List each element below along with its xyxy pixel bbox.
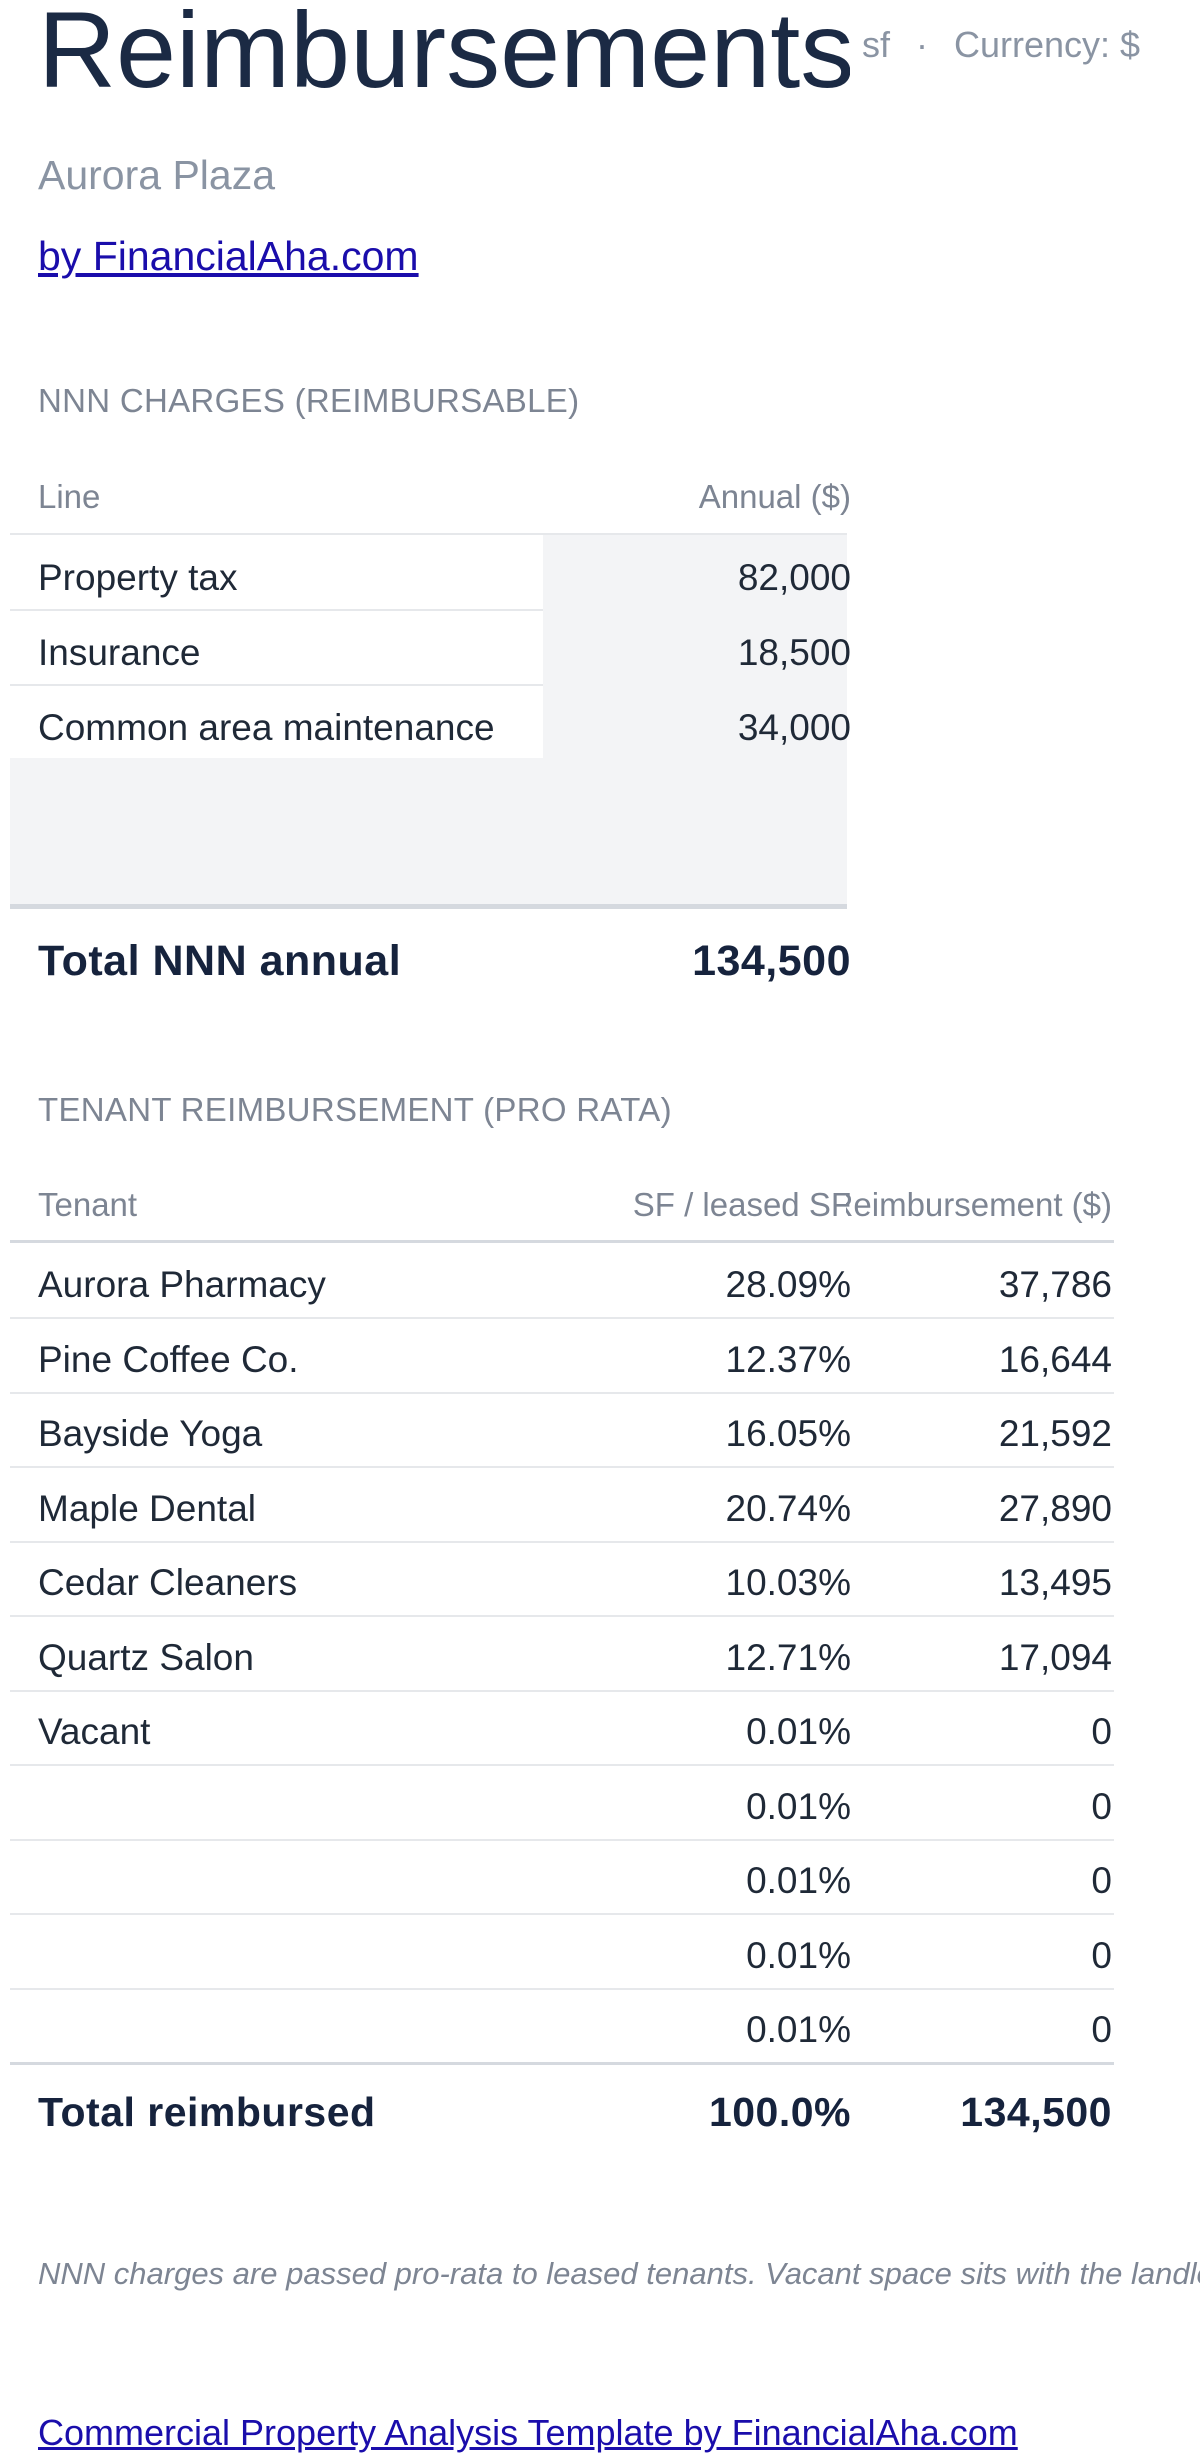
tenant-total-rule bbox=[10, 2062, 1114, 2065]
nnn-line-label: Property tax bbox=[38, 557, 238, 598]
tenant-share: 0.01% bbox=[746, 1860, 851, 1901]
tenant-total-share: 100.0% bbox=[708, 2089, 851, 2135]
tenant-reimbursement: 0 bbox=[1091, 2009, 1112, 2050]
tenant-col-name: Tenant bbox=[38, 1186, 138, 1223]
nnn-section-label: NNN CHARGES (REIMBURSABLE) bbox=[38, 382, 580, 419]
nnn-annual-value[interactable]: 82,000 bbox=[737, 557, 851, 598]
row-divider bbox=[10, 1615, 1114, 1617]
tenant-col-share: SF / leased SF bbox=[632, 1186, 851, 1223]
tenant-reimbursement: 0 bbox=[1091, 1711, 1112, 1752]
nnn-total-label: Total NNN annual bbox=[38, 937, 402, 985]
tenant-name: Quartz Salon bbox=[38, 1637, 254, 1678]
tenant-share: 28.09% bbox=[725, 1264, 852, 1305]
tenant-total-label: Total reimbursed bbox=[38, 2089, 376, 2135]
tenant-share: 0.01% bbox=[746, 1711, 851, 1752]
tenant-reimbursement: 37,786 bbox=[998, 1264, 1112, 1305]
unit-label: sf bbox=[862, 24, 891, 65]
tenant-section-label: TENANT REIMBURSEMENT (PRO RATA) bbox=[38, 1091, 672, 1128]
tenant-share: 12.37% bbox=[725, 1339, 852, 1380]
row-divider bbox=[10, 1839, 1114, 1841]
row-divider bbox=[10, 533, 847, 535]
row-divider bbox=[10, 609, 543, 611]
nnn-total-value: 134,500 bbox=[692, 937, 851, 985]
tenant-name: Pine Coffee Co. bbox=[38, 1339, 299, 1380]
nnn-line-label: Insurance bbox=[38, 632, 201, 673]
nnn-annual-value[interactable]: 18,500 bbox=[737, 632, 851, 673]
property-name: Aurora Plaza bbox=[38, 152, 276, 198]
nnn-annual-value[interactable]: 34,000 bbox=[737, 707, 851, 748]
nnn-col-line: Line bbox=[38, 478, 101, 515]
row-divider bbox=[10, 1690, 1114, 1692]
nnn-total-rule bbox=[10, 904, 847, 909]
tenant-reimbursement: 0 bbox=[1091, 1860, 1112, 1901]
row-divider bbox=[10, 684, 543, 686]
tenant-reimbursement: 13,495 bbox=[998, 1562, 1112, 1603]
tenant-name: Cedar Cleaners bbox=[38, 1562, 298, 1603]
tenant-reimbursement: 27,890 bbox=[998, 1488, 1112, 1529]
row-divider bbox=[10, 1317, 1114, 1319]
row-divider bbox=[10, 1466, 1114, 1468]
tenant-header-rule bbox=[10, 1240, 1114, 1243]
tenant-col-reimbursement: Reimbursement ($) bbox=[846, 1186, 1112, 1223]
tenant-reimbursement: 17,094 bbox=[998, 1637, 1112, 1678]
nnn-line-label: Common area maintenance bbox=[38, 707, 495, 748]
byline-link[interactable]: by FinancialAha.com bbox=[38, 233, 419, 279]
row-divider bbox=[10, 1988, 1114, 1990]
tenant-name: Aurora Pharmacy bbox=[38, 1264, 326, 1305]
tenant-share: 10.03% bbox=[725, 1562, 852, 1603]
template-link[interactable]: Commercial Property Analysis Template by… bbox=[38, 2412, 1018, 2453]
tenant-reimbursement: 0 bbox=[1091, 1935, 1112, 1976]
nnn-empty-input-area bbox=[10, 758, 847, 906]
footnote: NNN charges are passed pro-rata to lease… bbox=[38, 2256, 1200, 2291]
tenant-name: Bayside Yoga bbox=[38, 1413, 263, 1454]
nnn-col-annual: Annual ($) bbox=[698, 478, 851, 515]
row-divider bbox=[10, 1392, 1114, 1394]
tenant-share: 12.71% bbox=[725, 1637, 852, 1678]
tenant-share: 20.74% bbox=[725, 1488, 852, 1529]
tenant-share: 0.01% bbox=[746, 1786, 851, 1827]
tenant-share: 0.01% bbox=[746, 2009, 851, 2050]
page-title: Reimbursements bbox=[38, 0, 850, 110]
tenant-share: 16.05% bbox=[725, 1413, 852, 1454]
tenant-reimbursement: 0 bbox=[1091, 1786, 1112, 1827]
tenant-share: 0.01% bbox=[746, 1935, 851, 1976]
tenant-name: Vacant bbox=[38, 1711, 151, 1752]
tenant-reimbursement: 21,592 bbox=[998, 1413, 1112, 1454]
tenant-name: Maple Dental bbox=[38, 1488, 257, 1529]
row-divider bbox=[10, 1764, 1114, 1766]
currency-label: Currency: $ bbox=[954, 24, 1141, 65]
header-meta: sf · Currency: $ bbox=[862, 24, 1140, 66]
tenant-reimbursement: 16,644 bbox=[998, 1339, 1112, 1380]
separator-dot: · bbox=[916, 24, 929, 65]
row-divider bbox=[10, 1541, 1114, 1543]
row-divider bbox=[10, 1913, 1114, 1915]
tenant-total-reimbursement: 134,500 bbox=[960, 2089, 1112, 2135]
